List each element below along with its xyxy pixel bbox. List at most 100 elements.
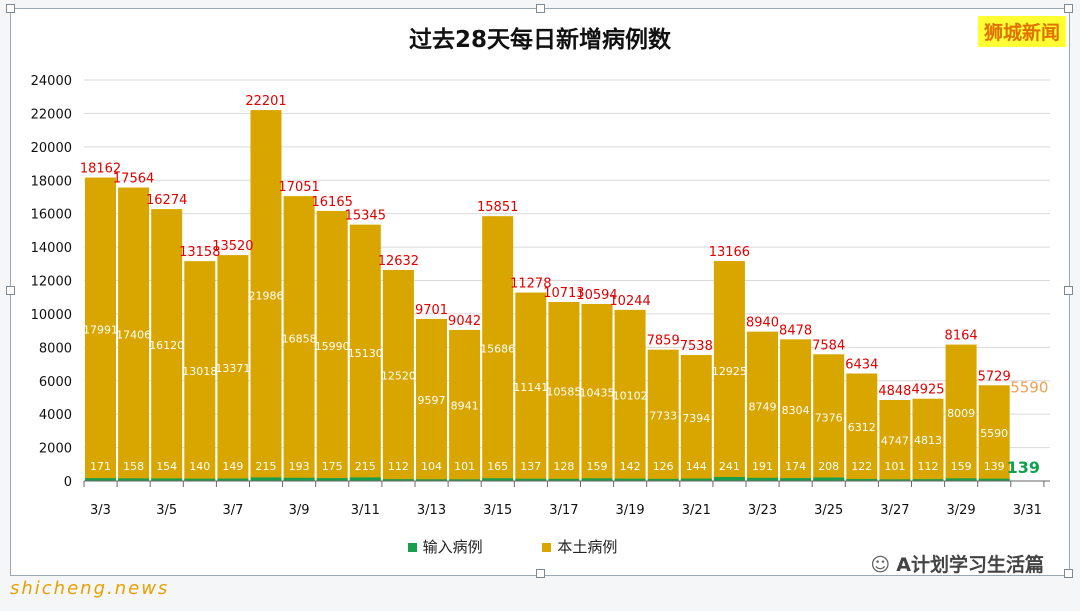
bar-imported	[780, 478, 812, 481]
bar-imported	[250, 477, 282, 481]
data-label-local: 21986	[249, 290, 284, 303]
x-tick-label: 3/3	[90, 503, 111, 518]
y-tick-label: 6000	[39, 375, 72, 390]
data-label-imported: 139	[984, 460, 1005, 473]
y-tick-label: 16000	[31, 208, 72, 223]
bar-imported	[846, 478, 878, 481]
data-label-local: 16858	[282, 333, 317, 346]
data-label-imported: 128	[553, 460, 574, 473]
bar-imported	[879, 479, 911, 481]
data-label-total: 13158	[179, 245, 220, 260]
bar-imported	[217, 478, 249, 481]
bar-imported	[713, 476, 745, 481]
y-tick-label: 0	[64, 475, 72, 490]
legend-swatch-local	[542, 543, 552, 552]
bar-imported	[945, 478, 977, 481]
bar-local	[151, 209, 183, 482]
data-label-local: 16120	[149, 339, 184, 352]
data-label-local: 10585	[546, 386, 581, 399]
bar-local	[581, 303, 613, 481]
bar-imported	[316, 478, 348, 481]
x-tick-label: 3/5	[156, 503, 177, 518]
watermark-wechat: ☺ A计划学习生活篇	[870, 550, 1044, 577]
bar-imported	[349, 477, 381, 481]
data-labels: 18162 17991 171 17564 17406 158 16274 16120 154 1…	[80, 94, 1049, 477]
resize-handle[interactable]	[6, 286, 15, 295]
data-label-total: 17051	[278, 180, 319, 195]
bar-imported	[283, 477, 315, 481]
data-label-total: 13166	[709, 245, 750, 260]
data-label-imported: 159	[951, 460, 972, 473]
data-label-local: 7394	[682, 412, 710, 425]
data-label-total: 18162	[80, 162, 121, 177]
data-label-imported: 112	[388, 460, 409, 473]
data-label-imported: 149	[222, 460, 243, 473]
bar-imported	[382, 479, 414, 481]
data-label-total: 7538	[680, 339, 713, 354]
x-tick-label: 3/15	[483, 503, 512, 518]
bar-local	[118, 187, 150, 481]
x-tick-label: 3/13	[417, 503, 446, 518]
x-tick-label: 3/9	[289, 503, 310, 518]
data-label-local: 4813	[914, 434, 942, 447]
data-label-total: 8164	[945, 329, 978, 344]
resize-handle[interactable]	[6, 4, 15, 13]
bar-local	[945, 344, 977, 481]
data-label-total: 7859	[647, 334, 680, 349]
data-label-total: 6434	[845, 357, 878, 372]
data-label-local: 13018	[182, 365, 217, 378]
watermark-logo: 狮城新闻	[977, 16, 1066, 47]
data-label-local: 8749	[749, 400, 777, 413]
resize-handle[interactable]	[536, 4, 545, 13]
bar-imported	[118, 478, 150, 481]
data-label-imported: 112	[918, 460, 939, 473]
bar-local	[647, 349, 679, 481]
x-tick-label: 3/21	[682, 503, 711, 518]
x-tick-label: 3/11	[351, 503, 380, 518]
y-tick-label: 14000	[31, 241, 72, 256]
data-label-total: 9042	[448, 314, 481, 329]
data-label-total: 12632	[378, 254, 419, 269]
data-label-total: 8940	[746, 316, 779, 331]
y-tick-label: 20000	[31, 141, 72, 156]
data-label-imported: 191	[752, 460, 773, 473]
bar-imported	[151, 478, 183, 481]
data-label-imported: 154	[156, 460, 177, 473]
y-tick-label: 8000	[39, 341, 72, 356]
chart-title: 过去28天每日新增病例数	[408, 27, 671, 53]
bar-local	[713, 261, 745, 481]
data-label-local: 12925	[712, 365, 747, 378]
bar-imported	[482, 478, 514, 481]
bar-imported	[747, 477, 778, 481]
bar-local	[515, 292, 547, 481]
bar-imported	[184, 478, 216, 481]
bar-local	[85, 177, 116, 481]
watermark-wechat-text: A计划学习生活篇	[896, 554, 1044, 576]
resize-handle[interactable]	[536, 569, 545, 578]
resize-handle[interactable]	[1064, 569, 1073, 578]
data-label-total: 11278	[510, 277, 551, 292]
bar-imported	[548, 478, 580, 481]
data-label-total: 9701	[415, 303, 448, 318]
data-label-imported: 142	[620, 460, 641, 473]
bar-local	[747, 331, 778, 481]
bar-local	[780, 339, 812, 481]
resize-handle[interactable]	[1064, 4, 1073, 13]
y-tick-label: 10000	[31, 308, 72, 323]
data-label-imported: 122	[851, 460, 872, 473]
data-label-imported: 241	[719, 460, 740, 473]
bar-local	[482, 216, 514, 482]
bar-imported	[416, 479, 447, 481]
data-label-imported: 104	[421, 460, 442, 473]
bar-local	[416, 318, 447, 481]
data-label-total: 22201	[245, 94, 286, 109]
data-label-local: 10435	[580, 386, 615, 399]
legend-item-local: 本土病例	[542, 536, 617, 557]
bar-local	[680, 355, 712, 481]
bar-local	[548, 302, 580, 481]
resize-handle[interactable]	[1064, 286, 1073, 295]
data-label-local: 7733	[649, 409, 677, 422]
data-label-imported: 101	[454, 460, 475, 473]
data-label-local: 17991	[83, 323, 118, 336]
data-label-local: 11141	[513, 381, 548, 394]
